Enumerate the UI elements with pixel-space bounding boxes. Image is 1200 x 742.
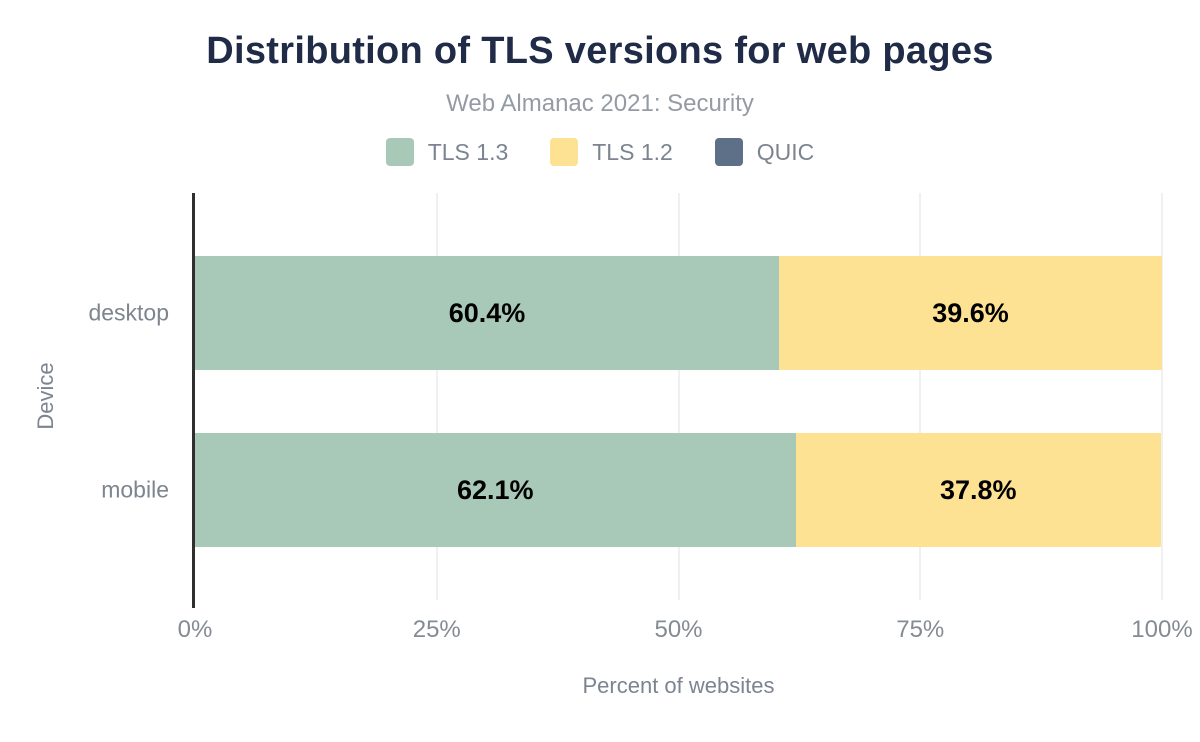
legend-swatch-quic (714, 138, 743, 166)
chart-subtitle: Web Almanac 2021: Security (446, 90, 754, 117)
legend: TLS 1.3 TLS 1.2 QUIC (0, 138, 1200, 166)
x-tick-label-25: 25% (412, 616, 461, 643)
y-axis-title: Device (33, 362, 58, 430)
y-category-label-desktop: desktop (88, 299, 169, 326)
x-tick-label-100: 100% (1131, 616, 1193, 643)
plot-area: 0% 25% 50% 75% 100% 60.4% 39.6% desktop 62.1% 37.… (88, 193, 1193, 643)
gridline-25 (435, 193, 438, 600)
x-axis-title: Percent of websites (582, 673, 775, 698)
bar-mobile: 62.1% 37.8% (195, 433, 1162, 547)
legend-label-tls-1-3: TLS 1.3 (427, 138, 509, 165)
gridline-50 (677, 193, 680, 600)
legend-item-tls-1-2: TLS 1.2 (550, 138, 673, 166)
bar-segment-tls-1-3-mobile: 62.1% (195, 433, 796, 547)
legend-item-tls-1-3: TLS 1.3 (385, 138, 509, 166)
legend-swatch-tls-1-2 (550, 138, 579, 166)
x-tick-label-0: 0% (177, 616, 213, 643)
gridline-100 (1161, 193, 1163, 600)
chart-title: Distribution of TLS versions for web pag… (206, 30, 994, 72)
bar-value-label-tls-1-2-desktop: 39.6% (932, 297, 1009, 328)
bar-segment-tls-1-2-desktop: 39.6% (779, 256, 1162, 370)
y-axis-line (192, 193, 195, 608)
legend-label-tls-1-2: TLS 1.2 (592, 138, 673, 165)
bar-value-label-tls-1-3-mobile: 62.1% (456, 474, 534, 505)
bar-desktop: 60.4% 39.6% (195, 256, 1162, 370)
bar-segment-tls-1-3-desktop: 60.4% (195, 256, 780, 370)
legend-swatch-tls-1-3 (385, 138, 414, 166)
y-category-label-mobile: mobile (101, 476, 169, 503)
gridline-75 (919, 193, 922, 600)
legend-label-quic: QUIC (756, 138, 815, 165)
x-tick-label-75: 75% (896, 616, 945, 643)
bar-value-label-tls-1-2-mobile: 37.8% (939, 474, 1017, 505)
x-tick-label-50: 50% (654, 616, 703, 643)
bar-segment-tls-1-2-mobile: 37.8% (795, 433, 1162, 547)
legend-item-quic: QUIC (714, 138, 815, 166)
bar-value-label-tls-1-3-desktop: 60.4% (448, 297, 526, 328)
